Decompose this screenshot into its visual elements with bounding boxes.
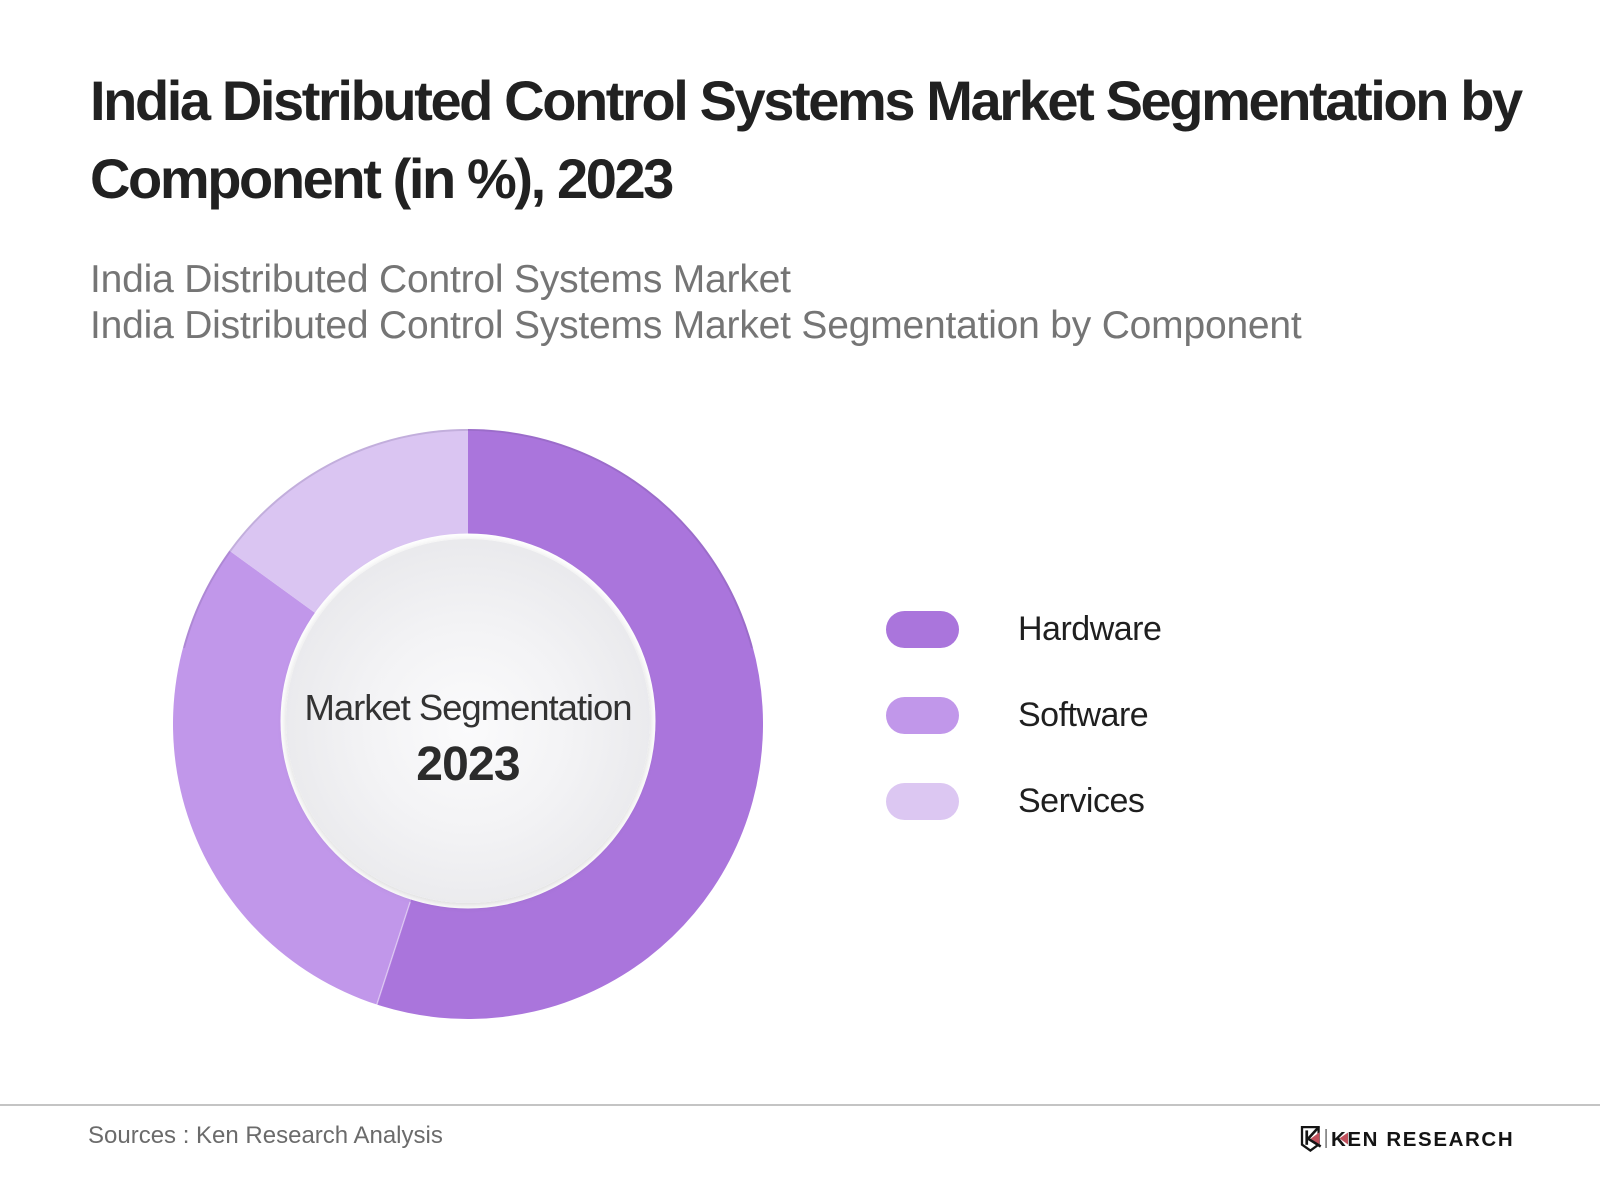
svg-text:KEN RESEARCH: KEN RESEARCH	[1331, 1128, 1514, 1151]
